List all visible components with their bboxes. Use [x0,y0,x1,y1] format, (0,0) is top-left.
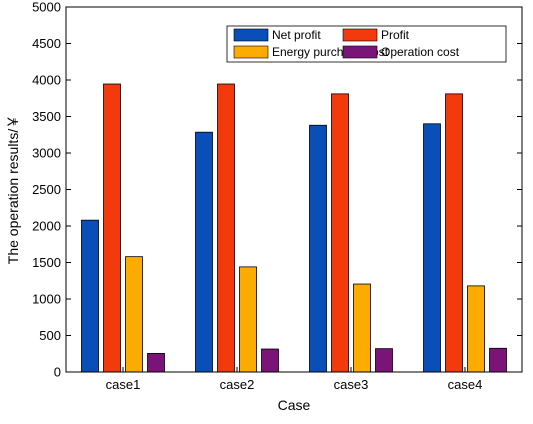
x-tick-label: case1 [106,377,141,392]
legend-swatch [233,28,269,42]
bar [331,93,349,373]
y-tick-label: 5000 [32,0,61,15]
y-tick-label: 2000 [32,219,61,234]
y-axis-label: The operation results/￥ [5,115,21,264]
bar [81,219,99,373]
y-tick-label: 3500 [32,109,61,124]
bar [239,266,257,373]
bar [423,123,441,373]
bar [445,93,463,373]
bar [217,83,235,373]
bar [125,256,143,373]
y-tick-label: 3000 [32,146,61,161]
legend-swatch [342,28,378,42]
x-tick-label: case4 [448,377,483,392]
bar [261,348,279,373]
x-tick-label: case3 [334,377,369,392]
bar [103,83,121,373]
legend-label: Profit [381,28,410,42]
bar [375,348,393,373]
legend-swatch [342,45,378,59]
bars-layer [81,83,507,373]
bar [309,124,327,373]
axes-layer: 0 500 1000 1500 2000 2500 3000 3500 4000 4500 5000… [32,0,522,392]
legend-swatch [233,45,269,59]
y-tick-label: 2500 [32,182,61,197]
bar [489,347,507,373]
bar [147,352,165,373]
y-tick-label: 1000 [32,292,61,307]
y-tick-label: 1500 [32,255,61,270]
bar [467,285,485,373]
legend-label: Operation cost [381,45,460,59]
x-axis-label: Case [278,397,311,413]
bar [353,283,371,373]
y-tick-label: 4000 [32,73,61,88]
y-tick-label: 500 [39,328,61,343]
x-tick-label: case2 [220,377,255,392]
bar [195,131,213,373]
legend-label: Net profit [272,28,321,42]
y-tick-label: 0 [54,365,61,380]
y-tick-label: 4500 [32,36,61,51]
